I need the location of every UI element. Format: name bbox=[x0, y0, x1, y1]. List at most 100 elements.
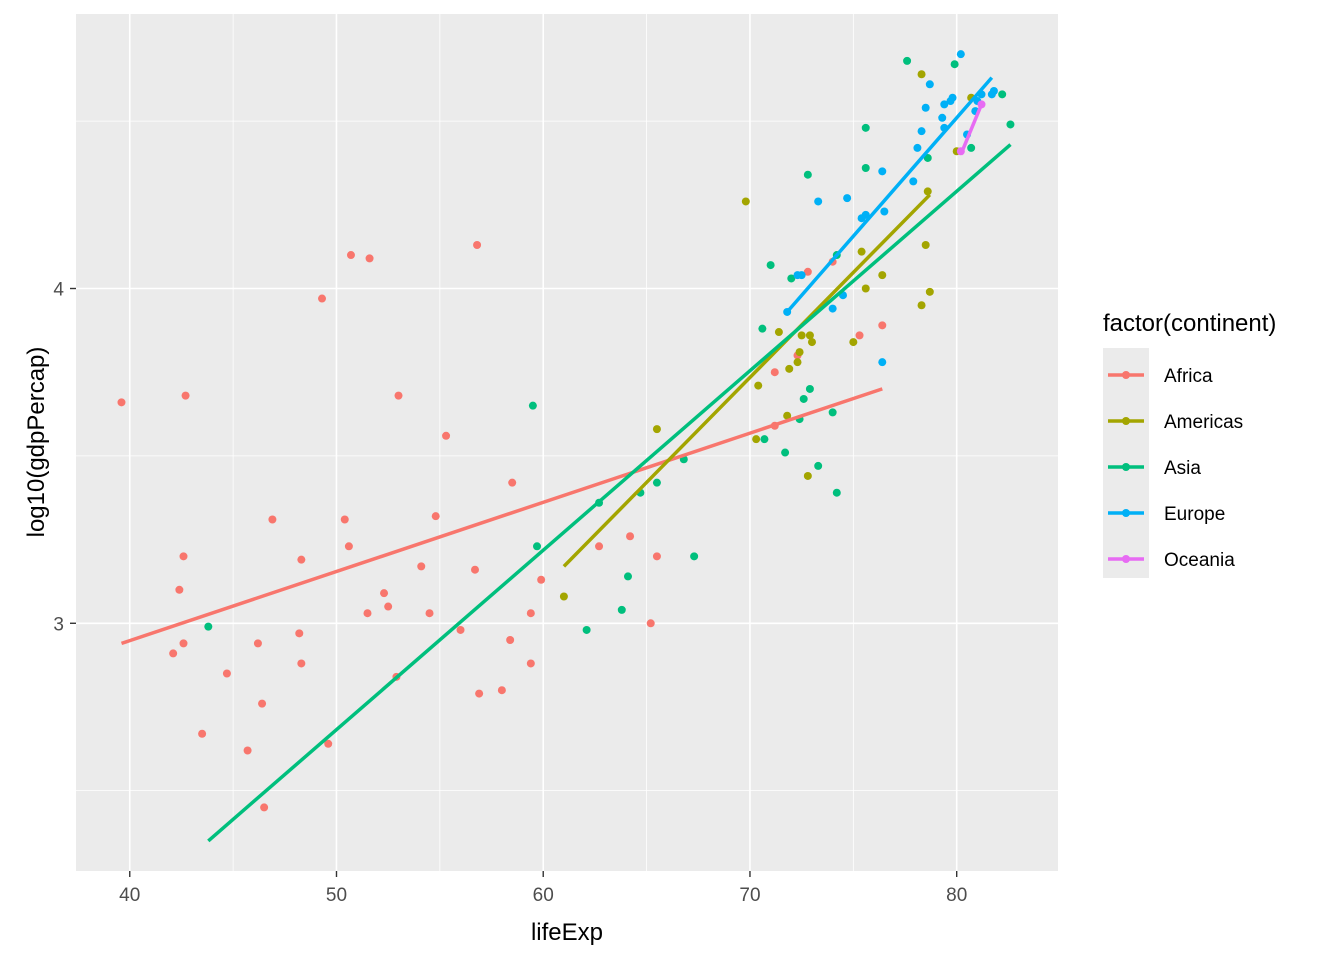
x-tick-label: 80 bbox=[946, 885, 967, 906]
point-europe bbox=[913, 143, 922, 152]
legend: factor(continent) Africa Americas Asia Euro… bbox=[1103, 310, 1276, 578]
point-africa bbox=[295, 629, 304, 638]
x-tick-label: 60 bbox=[533, 885, 554, 906]
point-africa bbox=[344, 542, 353, 551]
point-asia bbox=[623, 572, 632, 581]
point-asia bbox=[814, 461, 823, 470]
point-americas bbox=[857, 247, 866, 256]
point-africa bbox=[497, 686, 506, 695]
x-axis-title: lifeExp bbox=[531, 919, 603, 946]
point-africa bbox=[340, 515, 349, 524]
point-asia bbox=[799, 394, 808, 403]
point-africa bbox=[646, 619, 655, 628]
point-africa bbox=[442, 431, 451, 440]
point-asia bbox=[758, 324, 767, 333]
point-asia bbox=[1006, 120, 1015, 129]
point-americas bbox=[878, 271, 887, 280]
point-africa bbox=[855, 331, 864, 340]
x-tick-label: 70 bbox=[739, 885, 760, 906]
legend-items: Africa Americas Asia Europe Oceania bbox=[1108, 366, 1243, 571]
point-europe bbox=[843, 194, 852, 203]
point-asia bbox=[803, 170, 812, 179]
point-americas bbox=[807, 338, 816, 347]
trend-layer bbox=[120, 76, 1012, 843]
point-asia bbox=[204, 622, 213, 631]
point-americas bbox=[861, 284, 870, 293]
point-africa bbox=[253, 639, 262, 648]
point-asia bbox=[652, 478, 661, 487]
trend-line-europe bbox=[785, 76, 994, 314]
point-americas bbox=[793, 358, 802, 367]
point-americas bbox=[752, 435, 761, 444]
point-africa bbox=[222, 669, 231, 678]
point-americas bbox=[652, 425, 661, 434]
point-africa bbox=[365, 254, 374, 263]
legend-label-africa: Africa bbox=[1164, 366, 1213, 387]
trend-line-asia bbox=[207, 143, 1012, 843]
legend-key-point-asia bbox=[1122, 463, 1130, 471]
y-tick-label: 4 bbox=[53, 280, 64, 301]
point-americas bbox=[754, 381, 763, 390]
point-americas bbox=[805, 331, 814, 340]
point-europe bbox=[956, 50, 965, 59]
legend-title: factor(continent) bbox=[1103, 310, 1276, 337]
point-africa bbox=[179, 639, 188, 648]
point-americas bbox=[917, 70, 926, 79]
point-asia bbox=[998, 90, 1007, 99]
point-americas bbox=[795, 348, 804, 357]
point-africa bbox=[324, 739, 333, 748]
point-americas bbox=[559, 592, 568, 601]
ticks-layer: 40 50 60 70 80 3 4 bbox=[53, 280, 967, 906]
point-asia bbox=[861, 163, 870, 172]
point-europe bbox=[948, 93, 957, 102]
point-africa bbox=[537, 575, 546, 584]
point-asia bbox=[617, 605, 626, 614]
point-africa bbox=[803, 267, 812, 276]
point-europe bbox=[921, 103, 930, 112]
point-americas bbox=[783, 411, 792, 420]
point-africa bbox=[169, 649, 178, 658]
point-europe bbox=[861, 210, 870, 219]
point-europe bbox=[925, 80, 934, 89]
legend-key-point-africa bbox=[1122, 371, 1130, 379]
point-africa bbox=[770, 368, 779, 377]
point-asia bbox=[923, 153, 932, 162]
point-americas bbox=[923, 187, 932, 196]
point-asia bbox=[805, 384, 814, 393]
trend-line-oceania bbox=[959, 103, 984, 156]
point-africa bbox=[198, 729, 207, 738]
point-asia bbox=[760, 435, 769, 444]
point-europe bbox=[878, 358, 887, 367]
point-africa bbox=[526, 659, 535, 668]
point-africa bbox=[175, 585, 184, 594]
point-asia bbox=[828, 408, 837, 417]
point-asia bbox=[861, 123, 870, 132]
point-americas bbox=[774, 328, 783, 337]
point-americas bbox=[917, 301, 926, 310]
point-asia bbox=[533, 542, 542, 551]
point-africa bbox=[260, 803, 269, 812]
point-africa bbox=[363, 609, 372, 618]
point-europe bbox=[909, 177, 918, 186]
point-asia bbox=[967, 143, 976, 152]
point-europe bbox=[917, 127, 926, 136]
point-africa bbox=[258, 699, 267, 708]
point-europe bbox=[940, 100, 949, 109]
points-layer bbox=[117, 50, 1015, 812]
trend-line-americas bbox=[562, 193, 932, 568]
y-axis-title: log10(gdpPercap) bbox=[23, 347, 50, 538]
point-americas bbox=[925, 287, 934, 296]
point-europe bbox=[814, 197, 823, 206]
point-africa bbox=[181, 391, 190, 400]
point-africa bbox=[506, 636, 515, 645]
x-tick-label: 40 bbox=[119, 885, 140, 906]
point-asia bbox=[582, 625, 591, 634]
point-europe bbox=[797, 271, 806, 280]
point-africa bbox=[508, 478, 517, 487]
point-europe bbox=[880, 207, 889, 216]
point-americas bbox=[803, 471, 812, 480]
point-asia bbox=[787, 274, 796, 283]
legend-label-asia: Asia bbox=[1164, 458, 1201, 479]
point-africa bbox=[431, 512, 440, 521]
